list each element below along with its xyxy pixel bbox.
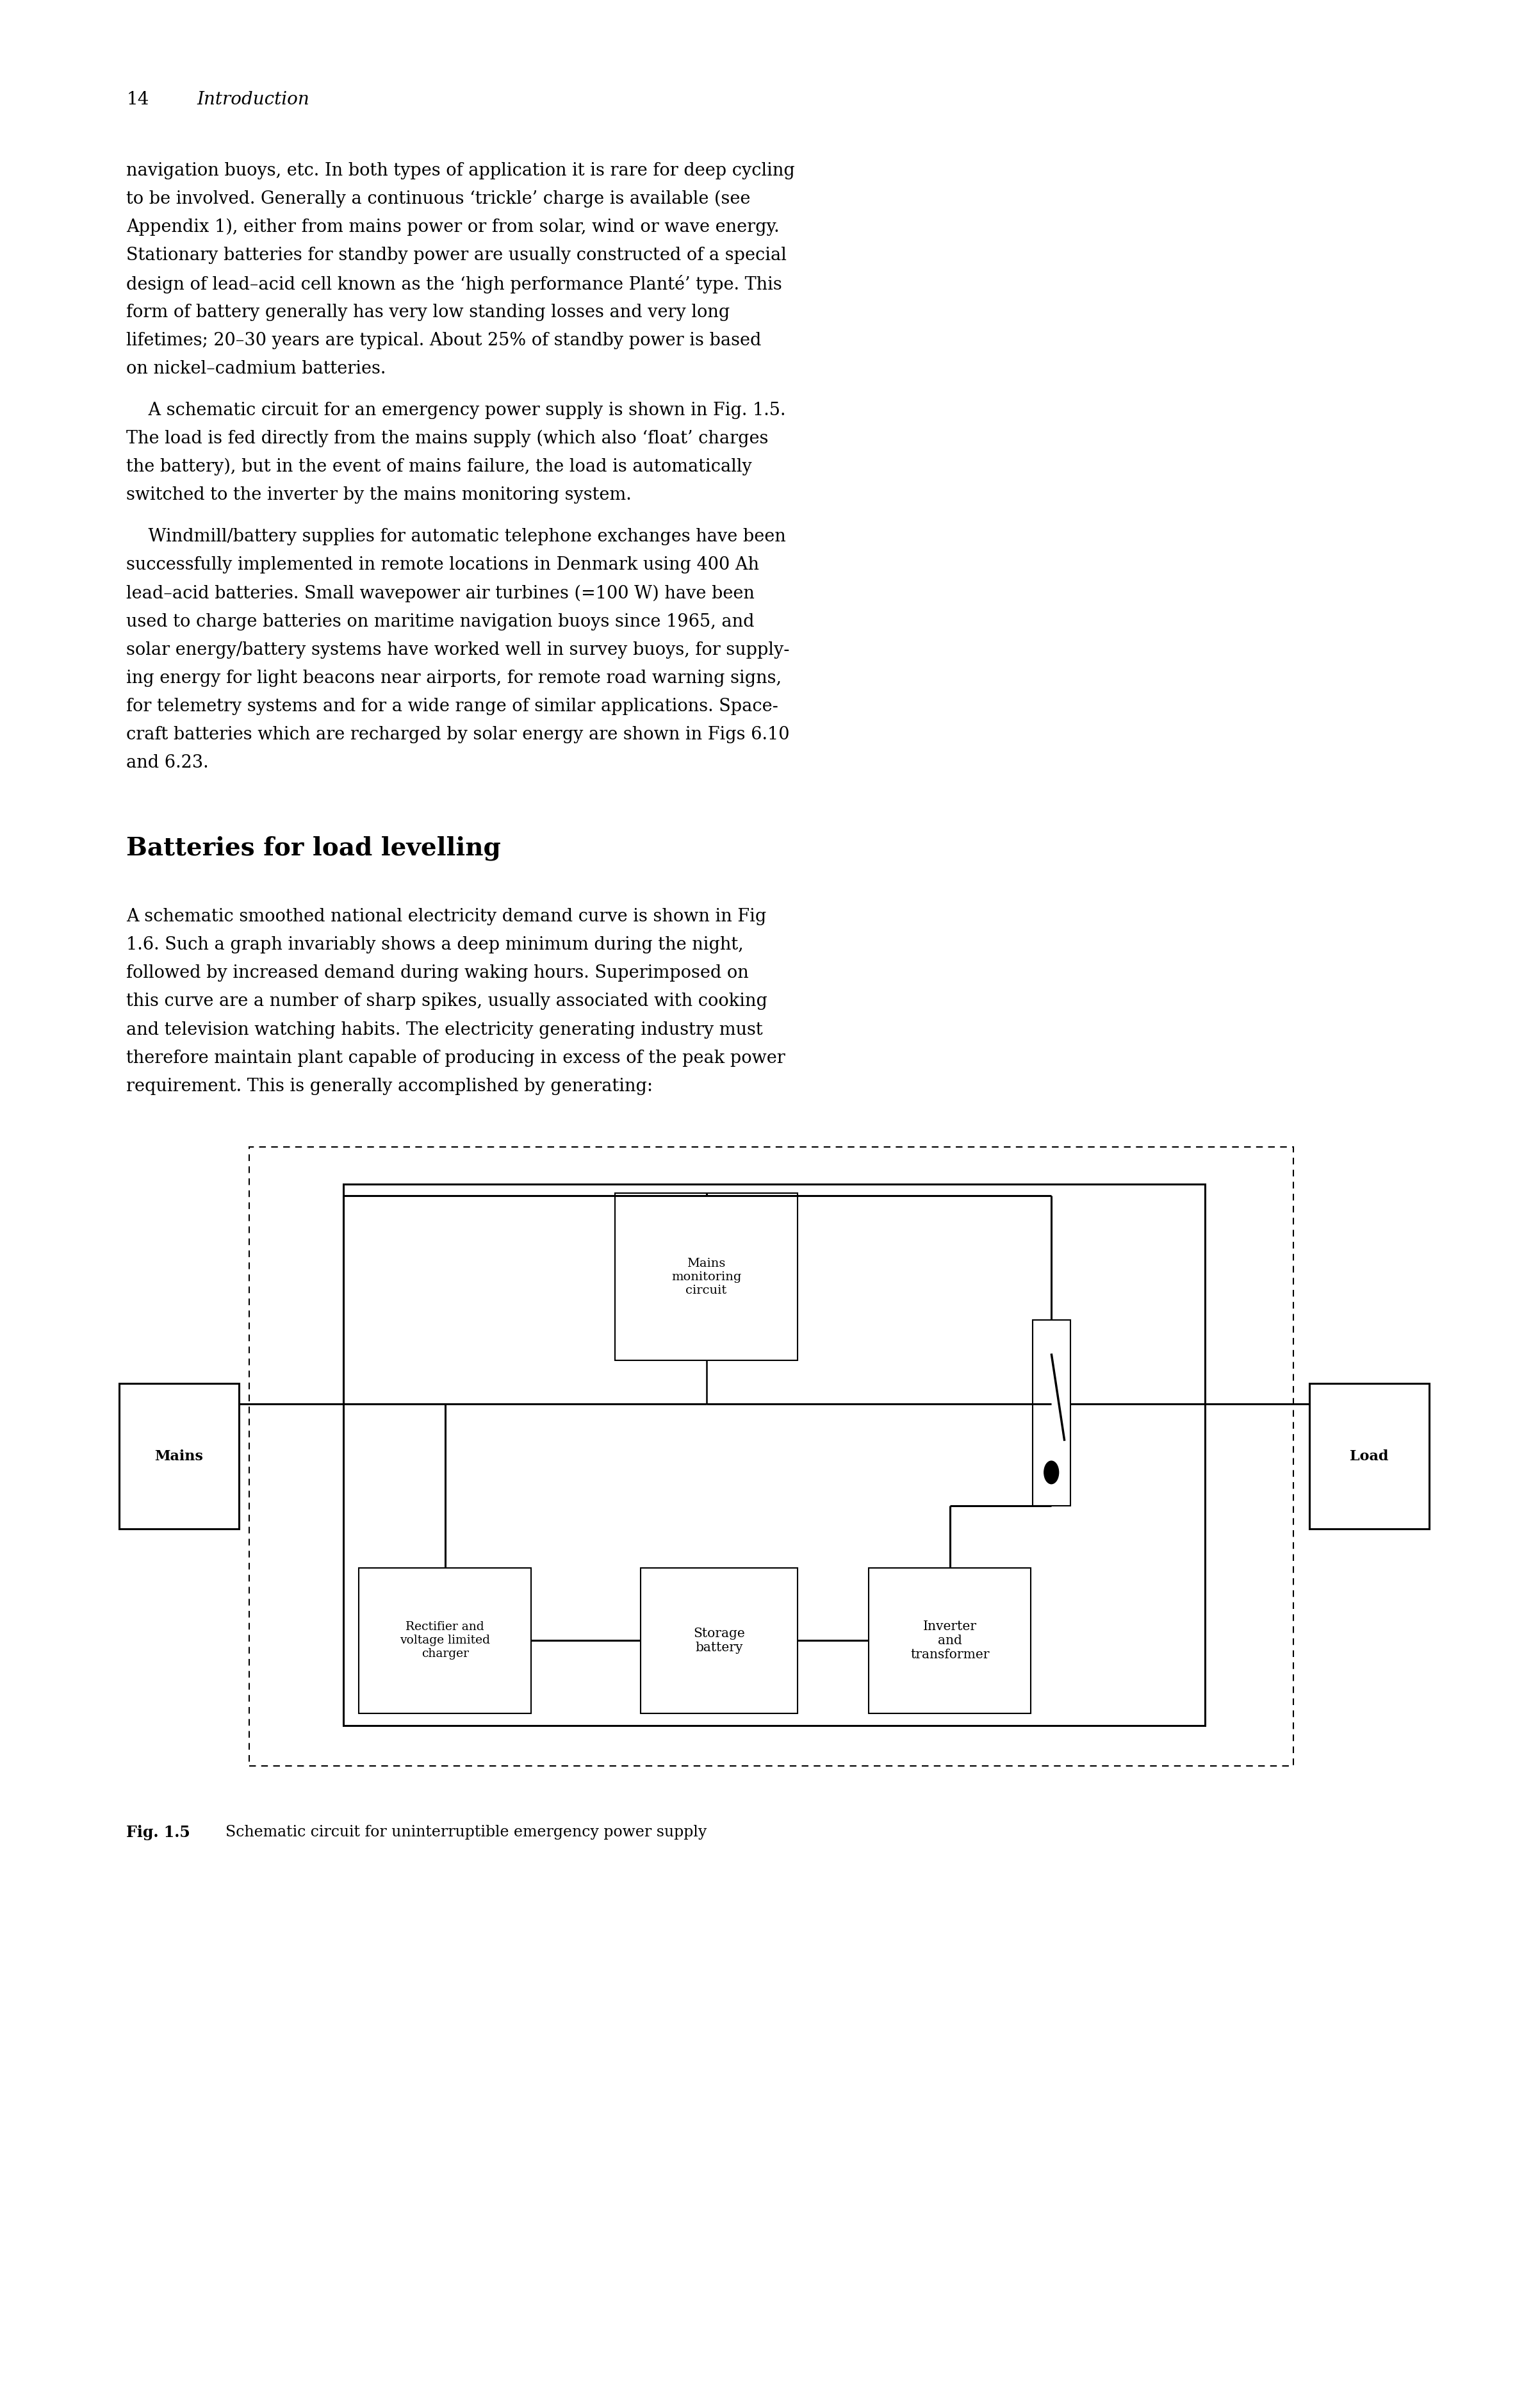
Text: used to charge batteries on maritime navigation buoys since 1965, and: used to charge batteries on maritime nav… (126, 614, 755, 631)
Text: therefore maintain plant capable of producing in excess of the peak power: therefore maintain plant capable of prod… (126, 1048, 785, 1068)
Text: Storage
battery: Storage battery (693, 1627, 745, 1653)
Text: Mains: Mains (154, 1449, 203, 1463)
Text: on nickel–cadmium batteries.: on nickel–cadmium batteries. (126, 360, 387, 377)
Text: Rectifier and
voltage limited
charger: Rectifier and voltage limited charger (400, 1622, 490, 1660)
Text: navigation buoys, etc. In both types of application it is rare for deep cycling: navigation buoys, etc. In both types of … (126, 161, 795, 180)
Text: ing energy for light beacons near airports, for remote road warning signs,: ing energy for light beacons near airpor… (126, 669, 782, 686)
Text: Mains
monitoring
circuit: Mains monitoring circuit (671, 1257, 741, 1295)
Text: A schematic smoothed national electricity demand curve is shown in Fig: A schematic smoothed national electricit… (126, 907, 767, 926)
Text: Stationary batteries for standby power are usually constructed of a special: Stationary batteries for standby power a… (126, 247, 787, 264)
Text: to be involved. Generally a continuous ‘trickle’ charge is available (see: to be involved. Generally a continuous ‘… (126, 190, 750, 209)
Bar (119, 1384, 239, 1528)
Text: Windmill/battery supplies for automatic telephone exchanges have been: Windmill/battery supplies for automatic … (126, 528, 785, 545)
Bar (1309, 1384, 1429, 1528)
Text: switched to the inverter by the mains monitoring system.: switched to the inverter by the mains mo… (126, 487, 631, 504)
Bar (249, 1147, 1294, 1766)
Text: Schematic circuit for uninterruptible emergency power supply: Schematic circuit for uninterruptible em… (216, 1826, 707, 1840)
Text: lifetimes; 20–30 years are typical. About 25% of standby power is based: lifetimes; 20–30 years are typical. Abou… (126, 331, 761, 350)
Circle shape (1044, 1461, 1058, 1485)
Text: solar energy/battery systems have worked well in survey buoys, for supply-: solar energy/battery systems have worked… (126, 641, 790, 660)
Text: Introduction: Introduction (197, 91, 310, 108)
Text: followed by increased demand during waking hours. Superimposed on: followed by increased demand during waki… (126, 964, 748, 981)
Bar (641, 1569, 798, 1713)
Text: requirement. This is generally accomplished by generating:: requirement. This is generally accomplis… (126, 1077, 653, 1094)
Text: and 6.23.: and 6.23. (126, 756, 209, 772)
Bar (343, 1185, 1204, 1725)
Text: The load is fed directly from the mains supply (which also ‘float’ charges: The load is fed directly from the mains … (126, 429, 768, 449)
Text: Appendix 1), either from mains power or from solar, wind or wave energy.: Appendix 1), either from mains power or … (126, 218, 779, 235)
Text: this curve are a number of sharp spikes, usually associated with cooking: this curve are a number of sharp spikes,… (126, 993, 767, 1010)
Text: form of battery generally has very low standing losses and very long: form of battery generally has very low s… (126, 305, 730, 321)
Bar (1033, 1319, 1070, 1507)
Text: 14: 14 (126, 91, 149, 108)
Text: Inverter
and
transformer: Inverter and transformer (910, 1619, 989, 1660)
Text: A schematic circuit for an emergency power supply is shown in Fig. 1.5.: A schematic circuit for an emergency pow… (126, 401, 785, 420)
Text: and television watching habits. The electricity generating industry must: and television watching habits. The elec… (126, 1022, 762, 1039)
Text: 1.6. Such a graph invariably shows a deep minimum during the night,: 1.6. Such a graph invariably shows a dee… (126, 936, 744, 952)
Bar (614, 1192, 798, 1360)
Bar (869, 1569, 1030, 1713)
Text: the battery), but in the event of mains failure, the load is automatically: the battery), but in the event of mains … (126, 458, 752, 475)
Text: successfully implemented in remote locations in Denmark using 400 Ah: successfully implemented in remote locat… (126, 557, 759, 573)
Text: Batteries for load levelling: Batteries for load levelling (126, 835, 501, 861)
Text: design of lead–acid cell known as the ‘high performance Planté’ type. This: design of lead–acid cell known as the ‘h… (126, 276, 782, 293)
Text: for telemetry systems and for a wide range of similar applications. Space-: for telemetry systems and for a wide ran… (126, 698, 778, 715)
Bar (359, 1569, 531, 1713)
Text: Fig. 1.5: Fig. 1.5 (126, 1826, 189, 1840)
Text: Load: Load (1351, 1449, 1389, 1463)
Text: craft batteries which are recharged by solar energy are shown in Figs 6.10: craft batteries which are recharged by s… (126, 727, 790, 744)
Text: lead–acid batteries. Small wavepower air turbines (=100 W) have been: lead–acid batteries. Small wavepower air… (126, 585, 755, 602)
